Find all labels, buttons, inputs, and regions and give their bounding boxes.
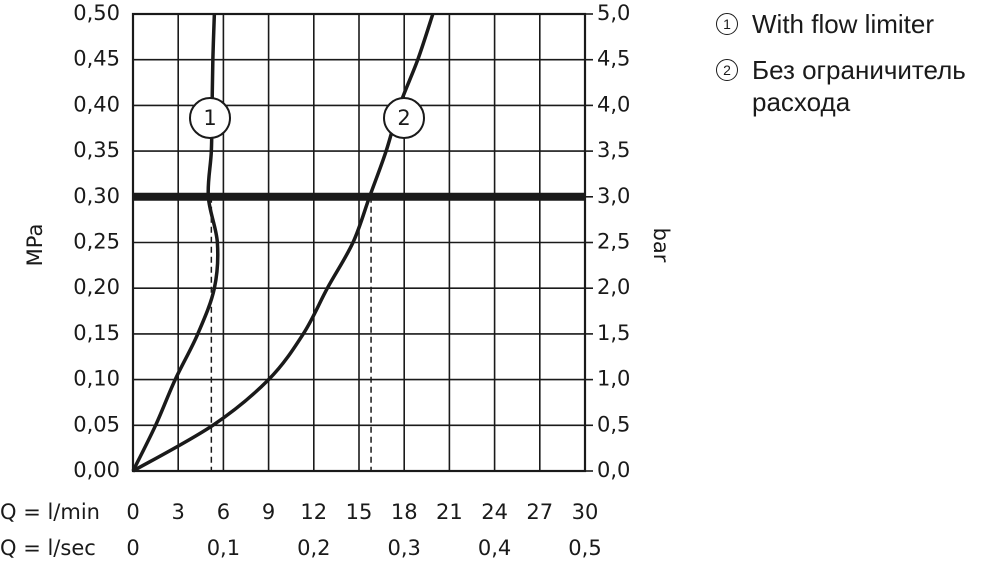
y2-tick-label: 4,0 (597, 92, 630, 116)
curve-callout (189, 97, 231, 139)
y2-tick-label: 2,0 (597, 275, 630, 299)
x-tick-label: 30 (572, 500, 599, 524)
x-tick-label: 12 (300, 500, 327, 524)
legend-marker: 1 (716, 13, 738, 35)
curve-callout-label: 1 (203, 106, 216, 130)
curve-callout-label: 2 (397, 106, 410, 130)
y-tick-label: 0,35 (73, 138, 120, 162)
y2-tick-label: 1,0 (597, 367, 630, 391)
legend-label: With flow limiter (752, 9, 935, 39)
y-tick-label: 0,45 (73, 47, 120, 71)
y-tick-label: 0,20 (73, 275, 120, 299)
y2-tick-label: 1,5 (597, 321, 630, 345)
x-tick-label: 15 (346, 500, 373, 524)
y-tick-label: 0,30 (73, 184, 120, 208)
y-tick-label: 0,50 (73, 1, 120, 25)
x-tick-label: 9 (262, 500, 275, 524)
x-axis-label: Q = l/min (0, 500, 100, 524)
plot-frame (131, 12, 587, 473)
legend-item: 1 With flow limiter (712, 8, 1000, 40)
legend-label: Без ограничитель расхода (752, 55, 966, 117)
y-tick-label: 0,10 (73, 367, 120, 391)
y2-tick-label: 2,5 (597, 230, 630, 254)
x-tick-label: 24 (481, 500, 508, 524)
y2-tick-label: 5,0 (597, 1, 630, 25)
y2-tick-label: 4,5 (597, 47, 630, 71)
y-axis-label: MPa (23, 224, 47, 267)
legend-item: 2 Без ограничитель расхода (712, 54, 1000, 118)
x-tick-label: 0 (126, 500, 139, 524)
y-tick-label: 0,15 (73, 321, 120, 345)
y2-tick-label: 0,5 (597, 412, 630, 436)
y-tick-label: 0,40 (73, 92, 120, 116)
curve (132, 13, 435, 473)
x2-axis-label: Q = l/sec (0, 536, 96, 560)
y2-tick-label: 3,5 (597, 138, 630, 162)
x2-tick-label: 0 (126, 536, 139, 560)
x2-tick-label: 0,2 (297, 536, 330, 560)
x-tick-label: 3 (172, 500, 185, 524)
y2-tick-label: 3,0 (597, 184, 630, 208)
x2-tick-label: 0,5 (568, 536, 601, 560)
curve-callout (383, 97, 425, 139)
x-tick-label: 6 (217, 500, 230, 524)
y-tick-label: 0,05 (73, 412, 120, 436)
x2-tick-label: 0,1 (207, 536, 240, 560)
legend-marker: 2 (716, 59, 738, 81)
y-tick-label: 0,25 (73, 230, 120, 254)
x-tick-label: 21 (436, 500, 463, 524)
curve (131, 13, 220, 472)
y2-tick-label: 0,0 (597, 458, 630, 482)
x2-tick-label: 0,3 (387, 536, 420, 560)
x2-tick-label: 0,4 (478, 536, 511, 560)
chart: MPa bar Q = l/min Q = l/sec 0,000,050,10… (0, 1, 673, 560)
x-tick-label: 27 (526, 500, 553, 524)
x-tick-label: 18 (391, 500, 418, 524)
y-tick-label: 0,00 (73, 458, 120, 482)
legend: 1 With flow limiter 2 Без ограничитель расх… (712, 8, 1000, 132)
y2-axis-label: bar (649, 228, 673, 263)
